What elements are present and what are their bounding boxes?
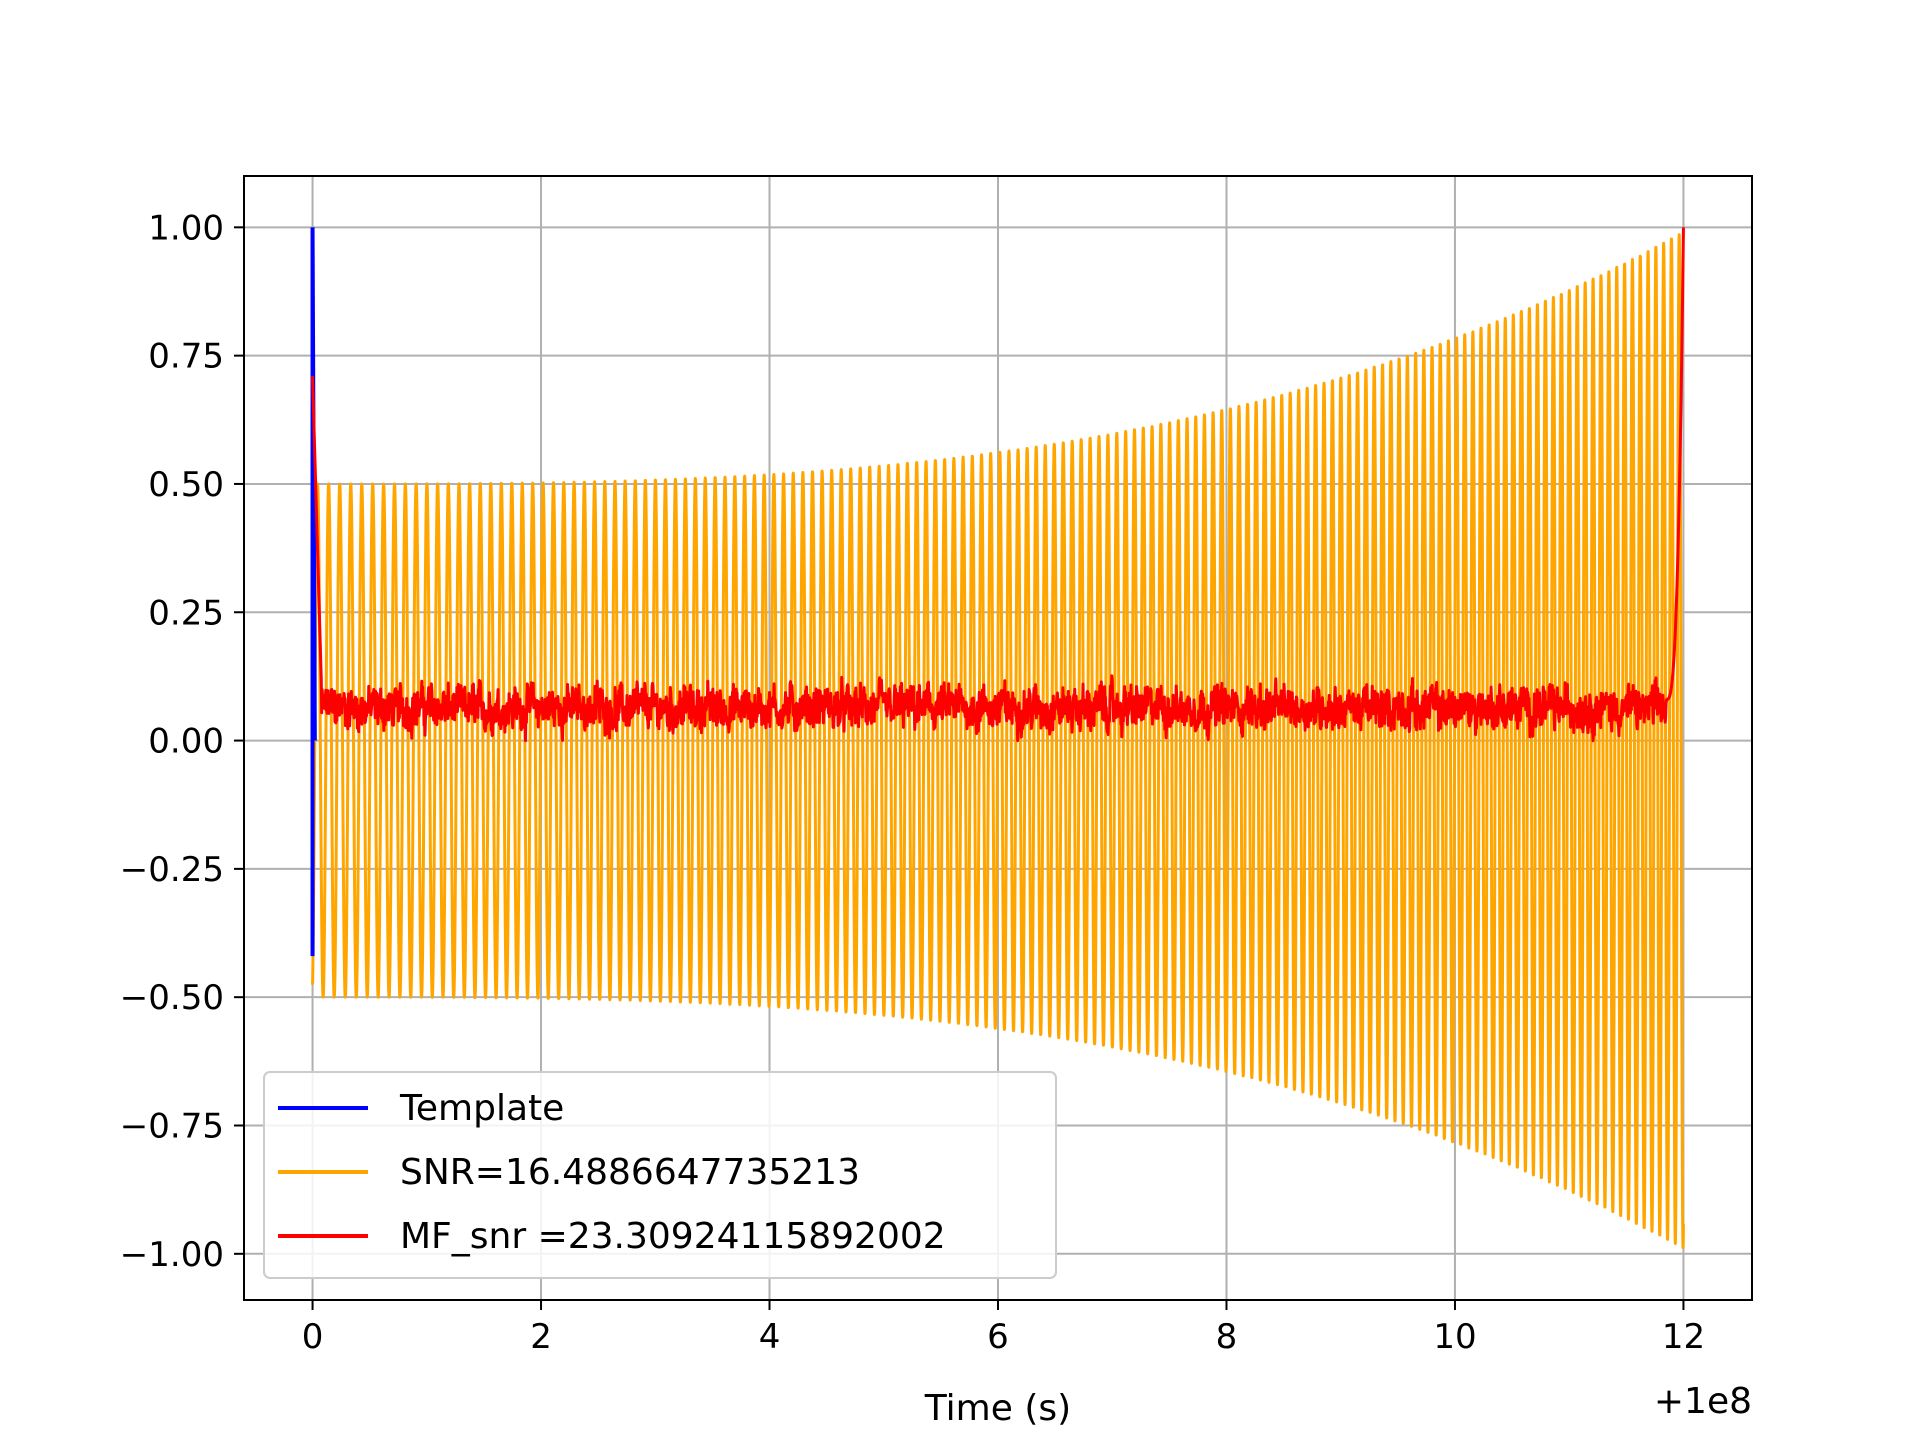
y-tick-label: −0.75 [120, 1106, 224, 1146]
series-layer [310, 227, 1685, 1250]
x-tick-label: 6 [987, 1317, 1009, 1357]
y-tick-label: 1.00 [148, 208, 224, 248]
y-tick-label: 0.25 [148, 593, 224, 633]
series-template-line [310, 227, 317, 957]
y-tick-label: 0.75 [148, 337, 224, 377]
y-tick-label: −1.00 [120, 1235, 224, 1275]
y-axis: 1.00 0.75 0.50 0.25 0.00 −0.25 −0.50 −0.75 −1.00 [120, 208, 244, 1275]
x-tick-label: 8 [1216, 1317, 1238, 1357]
legend-box [263, 1071, 1057, 1279]
x-offset-label: +1e8 [1654, 1381, 1752, 1422]
x-tick-label: 12 [1662, 1317, 1705, 1357]
x-tick-label: 2 [530, 1317, 552, 1357]
x-tick-label: 4 [759, 1317, 781, 1357]
y-tick-label: 0.00 [148, 722, 224, 762]
series-snr-line [311, 233, 1685, 1250]
legend-entry-snr: SNR=16.4886647735213 [400, 1152, 860, 1193]
legend-entry-template: Template [399, 1088, 564, 1129]
y-tick-label: −0.50 [120, 978, 224, 1018]
y-tick-label: −0.25 [120, 850, 224, 890]
legend-entry-mf-snr: MF_snr =23.30924115892002 [400, 1216, 946, 1257]
y-tick-label: 0.50 [148, 465, 224, 505]
x-axis: 0 2 4 6 8 10 12 [302, 1300, 1705, 1357]
series-mf-snr-line [311, 227, 1685, 743]
x-tick-label: 0 [302, 1317, 324, 1357]
legend: Template SNR=16.4886647735213 MF_snr =23… [263, 1071, 1057, 1279]
x-tick-label: 10 [1433, 1317, 1476, 1357]
x-axis-label: Time (s) [924, 1388, 1071, 1429]
